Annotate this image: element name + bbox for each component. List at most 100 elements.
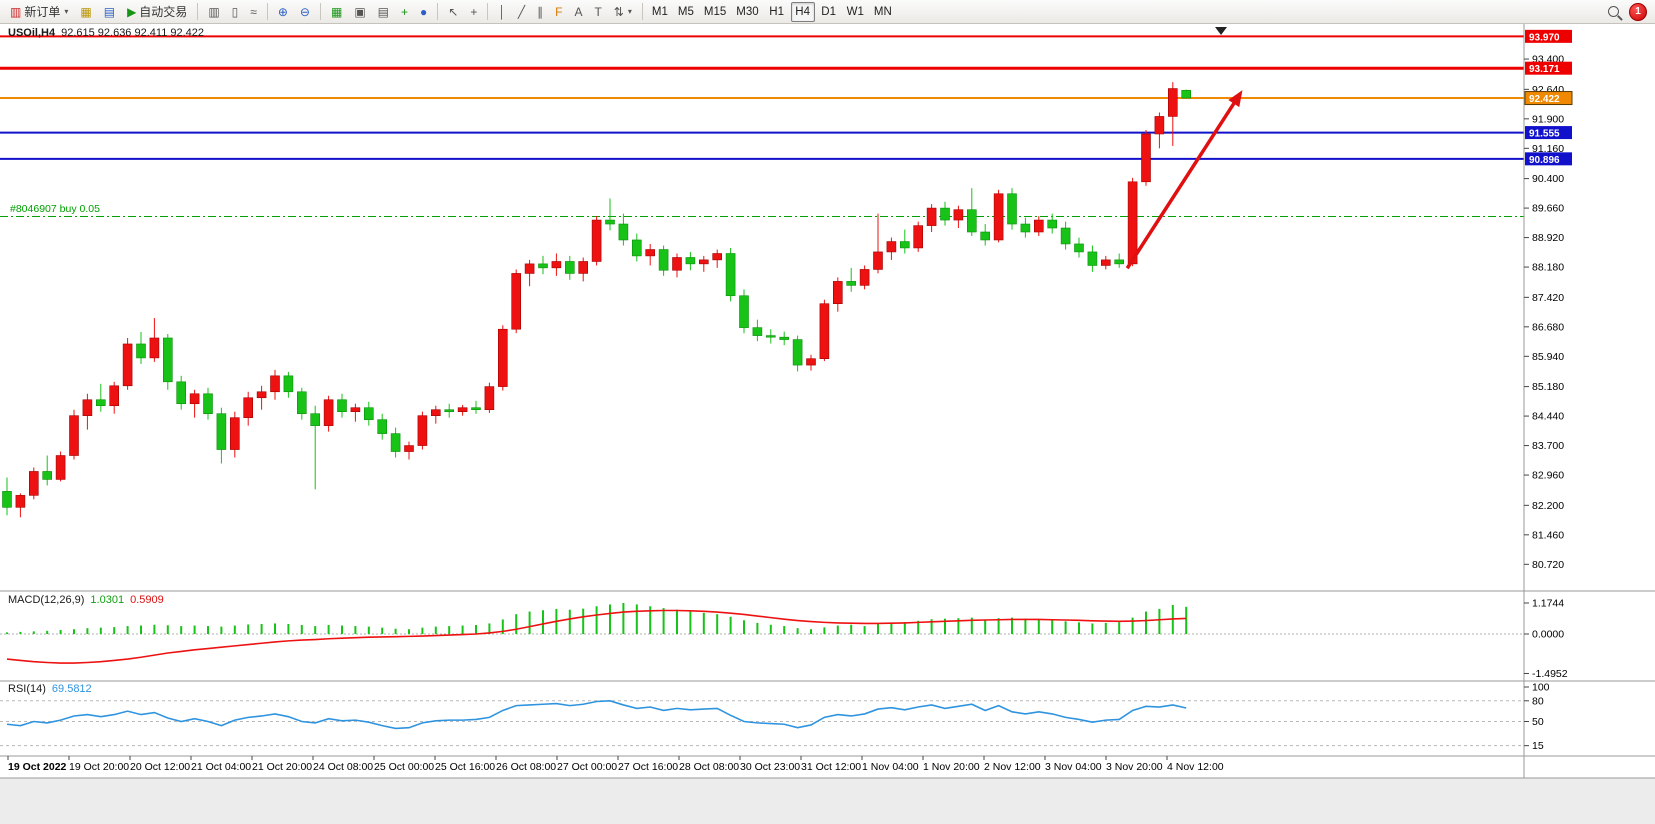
new-order-icon: ▥ [10, 4, 22, 19]
bar-chart-button[interactable]: ▥ [203, 2, 224, 22]
svg-text:21 Oct 20:00: 21 Oct 20:00 [252, 761, 312, 773]
tab-timeframe-d1[interactable]: D1 [817, 2, 841, 22]
arrange-windows-button[interactable]: ▤ [373, 2, 394, 22]
toolbar: ▥ 新订单 ▾ ▦ ▤ ▶ 自动交易 ▥ ▯ ≈ ⊕ ⊖ ▦ ▣ ▤ + ● ↖… [0, 0, 1655, 24]
tab-timeframe-m5[interactable]: M5 [674, 2, 698, 22]
trend-arrow-head[interactable] [1228, 90, 1243, 108]
svg-text:85.940: 85.940 [1532, 351, 1564, 363]
svg-text:1 Nov 04:00: 1 Nov 04:00 [862, 761, 919, 773]
svg-text:87.420: 87.420 [1532, 292, 1564, 304]
svg-text:21 Oct 04:00: 21 Oct 04:00 [191, 761, 251, 773]
rsi-line [6, 699, 1187, 730]
market-watch-button[interactable]: ▤ [99, 2, 120, 22]
bar-chart-icon: ▥ [208, 4, 220, 19]
crosshair-tool-button[interactable]: + [465, 2, 482, 22]
svg-text:28 Oct 08:00: 28 Oct 08:00 [679, 761, 739, 773]
svg-text:82.200: 82.200 [1532, 500, 1564, 512]
svg-text:89.660: 89.660 [1532, 203, 1564, 215]
text-tool-button[interactable]: A [569, 2, 587, 22]
zoom-out-icon: ⊖ [299, 4, 310, 19]
channel-tool-button[interactable]: ∥ [532, 2, 548, 22]
chart-shift-marker-icon[interactable] [1215, 27, 1228, 35]
toolbar-separator [197, 3, 199, 20]
chevron-down-icon: ▾ [627, 7, 632, 16]
tab-timeframe-m1[interactable]: M1 [648, 2, 672, 22]
svg-text:30 Oct 23:00: 30 Oct 23:00 [740, 761, 800, 773]
vertical-line-tool-button[interactable]: │ [493, 2, 511, 22]
new-order-button[interactable]: ▥ 新订单 ▾ [5, 2, 73, 22]
auto-trading-icon: ▶ [127, 4, 137, 19]
bottom-strip [0, 778, 1655, 824]
zoom-out-button[interactable]: ⊖ [295, 2, 315, 22]
trendline-icon: ╱ [517, 4, 526, 19]
svg-text:4 Nov 12:00: 4 Nov 12:00 [1167, 761, 1224, 773]
charts-profile-button[interactable]: ▦ [75, 2, 96, 22]
svg-text:25 Oct 16:00: 25 Oct 16:00 [435, 761, 495, 773]
toolbar-separator [487, 3, 489, 20]
time-axis[interactable]: 19 Oct 2022 19 Oct 20:00 20 Oct 12:00 21 Oc… [7, 756, 1224, 773]
svg-text:15: 15 [1532, 740, 1544, 752]
horizontal-lines-layer[interactable] [0, 35, 1524, 160]
svg-text:83.700: 83.700 [1532, 440, 1564, 452]
svg-text:19 Oct 2022: 19 Oct 2022 [8, 761, 67, 773]
svg-text:85.180: 85.180 [1532, 381, 1564, 393]
svg-text:80.720: 80.720 [1532, 559, 1564, 571]
svg-text:91.555: 91.555 [1529, 129, 1560, 140]
auto-trading-button[interactable]: ▶ 自动交易 [122, 2, 192, 22]
svg-text:0.0000: 0.0000 [1532, 629, 1564, 641]
macd-signal-line [6, 609, 1187, 664]
cascade-windows-button[interactable]: ▣ [349, 2, 370, 22]
label-tool-icon: T [594, 4, 602, 19]
svg-text:84.440: 84.440 [1532, 411, 1564, 423]
fibonacci-tool-button[interactable]: F [550, 2, 567, 22]
tab-timeframe-h1[interactable]: H1 [765, 2, 789, 22]
tile-windows-button[interactable]: ▦ [326, 2, 347, 22]
svg-text:92.422: 92.422 [1529, 94, 1560, 105]
tab-timeframe-m30[interactable]: M30 [732, 2, 762, 22]
candles-layer [2, 82, 1191, 518]
market-watch-icon: ▤ [103, 4, 116, 19]
auto-scroll-button[interactable]: ● [415, 2, 432, 22]
svg-text:93.171: 93.171 [1529, 64, 1560, 75]
line-chart-button[interactable]: ≈ [245, 2, 262, 22]
fibonacci-icon: F [555, 4, 563, 19]
zoom-in-button[interactable]: ⊕ [273, 2, 293, 22]
auto-scroll-icon: ● [420, 4, 428, 19]
chart-background [0, 24, 1655, 778]
svg-text:27 Oct 00:00: 27 Oct 00:00 [557, 761, 617, 773]
line-chart-icon: ≈ [250, 4, 257, 19]
tab-timeframe-m15[interactable]: M15 [700, 2, 730, 22]
zoom-in-icon: ⊕ [277, 4, 288, 19]
macd-panel: 1.1744 0.0000 -1.4952 [0, 597, 1568, 680]
svg-text:26 Oct 08:00: 26 Oct 08:00 [496, 761, 556, 773]
notification-badge[interactable]: 1 [1629, 2, 1647, 21]
tab-timeframe-mn[interactable]: MN [870, 2, 896, 22]
svg-text:3 Nov 04:00: 3 Nov 04:00 [1045, 761, 1102, 773]
svg-text:82.960: 82.960 [1532, 470, 1564, 482]
text-tool-icon: A [574, 4, 583, 19]
svg-text:80: 80 [1532, 695, 1544, 707]
tab-timeframe-h4[interactable]: H4 [790, 1, 815, 22]
search-icon[interactable] [1608, 6, 1619, 17]
svg-text:20 Oct 12:00: 20 Oct 12:00 [130, 761, 190, 773]
arrows-tool-button[interactable]: ⇅ ▾ [609, 2, 637, 22]
svg-text:90.896: 90.896 [1529, 155, 1560, 166]
candlestick-chart-button[interactable]: ▯ [227, 2, 244, 22]
trend-arrow[interactable] [1125, 94, 1241, 270]
arrows-icon: ⇅ [613, 4, 624, 19]
crosshair-icon: + [470, 4, 478, 19]
svg-text:-1.4952: -1.4952 [1532, 668, 1568, 680]
toolbar-separator [319, 3, 321, 20]
svg-text:50: 50 [1532, 716, 1544, 728]
svg-text:100: 100 [1532, 682, 1550, 694]
new-chart-button[interactable]: + [396, 2, 413, 22]
svg-text:19 Oct 20:00: 19 Oct 20:00 [69, 761, 129, 773]
tab-timeframe-w1[interactable]: W1 [843, 2, 868, 22]
label-tool-button[interactable]: T [589, 2, 606, 22]
cursor-tool-button[interactable]: ↖ [443, 2, 463, 22]
trendline-tool-button[interactable]: ╱ [513, 2, 530, 22]
svg-text:91.900: 91.900 [1532, 113, 1564, 125]
